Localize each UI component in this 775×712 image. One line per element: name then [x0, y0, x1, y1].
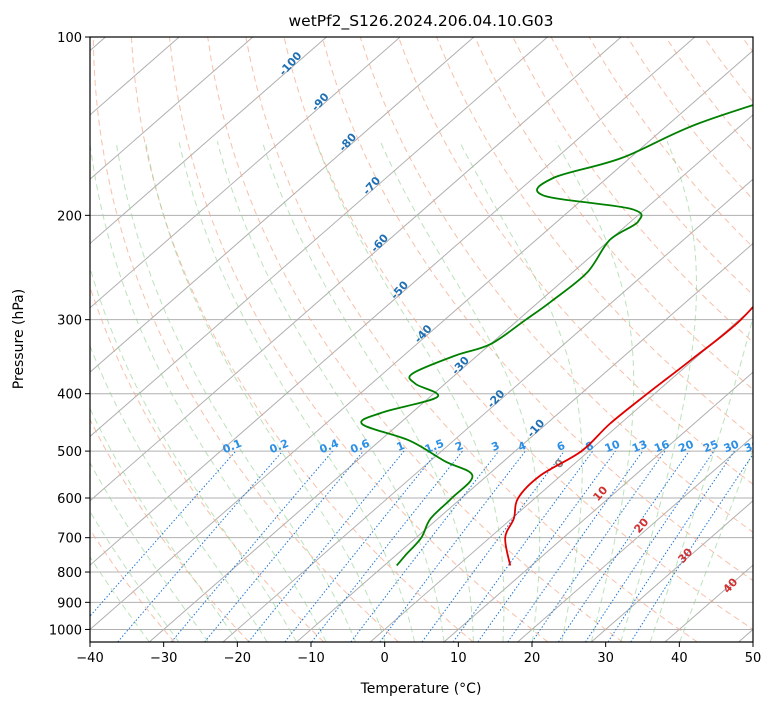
mixing-ratio-label: 0.1	[221, 437, 244, 456]
y-tick-label: 100	[57, 31, 82, 46]
isotherm-grid	[2, 37, 695, 642]
y-axis-label: Pressure (hPa)	[11, 289, 27, 389]
isotherm-grid	[444, 37, 775, 642]
y-axis: 100 200 300 400 500 600 700 800 900 1000	[49, 31, 90, 638]
moist-adiabat	[556, 141, 634, 642]
mixing-ratio-label: 20	[677, 437, 696, 455]
chart-title: wetPf2_S126.2024.206.04.10.G03	[289, 12, 554, 31]
isotherm-grid	[0, 37, 253, 642]
isotherm-grid	[297, 37, 775, 642]
moist-adiabat	[3, 141, 209, 642]
dry-adiabat	[551, 37, 775, 642]
isotherm-grid	[0, 37, 547, 642]
mixing-ratio-label: 0.2	[268, 437, 291, 456]
moist-adiabat	[217, 141, 444, 642]
mixing-ratio-line	[453, 451, 593, 642]
x-tick-label: 30	[597, 651, 614, 666]
isotherm-grid	[370, 37, 775, 642]
moist-adiabat-label: 30	[675, 545, 695, 565]
moist-adiabat-label: 10	[590, 483, 610, 503]
dry-adiabat-label: -20	[485, 387, 508, 411]
moist-adiabat	[380, 141, 539, 642]
x-tick-label: 40	[671, 651, 688, 666]
moist-adiabat	[262, 141, 473, 642]
mixing-ratio-label: 30	[722, 437, 741, 455]
x-tick-label: −10	[297, 651, 324, 666]
isotherm-grid	[739, 37, 775, 642]
x-tick-label: −40	[76, 651, 103, 666]
dry-adiabat	[742, 37, 775, 642]
dewpoint-profile	[361, 37, 775, 566]
moist-adiabat	[146, 141, 386, 642]
dry-adiabat	[704, 37, 775, 642]
mixing-ratio-line	[532, 451, 665, 642]
dry-adiabat	[475, 37, 775, 642]
dry-adiabat	[15, 37, 249, 642]
x-axis: −40 −30 −20 −10 0 10 20 30 40 50	[76, 642, 761, 666]
mixing-ratio-line	[248, 451, 404, 642]
y-tick-label: 200	[57, 209, 82, 224]
mixing-ratio-label: 0.6	[349, 437, 372, 456]
moist-adiabat	[621, 141, 697, 642]
y-tick-label: 800	[57, 566, 82, 581]
mixing-ratio-line	[631, 451, 755, 642]
y-tick-label: 900	[57, 596, 82, 611]
mixing-ratio-line	[586, 451, 714, 642]
moist-adiabat-label: 20	[631, 515, 651, 535]
x-tick-label: 20	[524, 651, 541, 666]
x-tick-label: 0	[381, 651, 389, 666]
moist-adiabat	[650, 141, 774, 642]
dry-adiabat-label: -70	[360, 174, 383, 198]
mixing-ratio-label: 0.4	[318, 437, 341, 456]
isotherm-grid	[0, 37, 474, 642]
y-tick-label: 700	[57, 532, 82, 547]
x-tick-label: −30	[150, 651, 177, 666]
mixing-ratio-label: 36	[743, 437, 762, 455]
y-tick-label: 300	[57, 314, 82, 329]
dry-adiabat-label: -50	[388, 278, 411, 302]
dry-adiabat	[246, 37, 698, 642]
dry-adiabat-label: -100	[276, 49, 304, 78]
dry-adiabat-label: -60	[368, 231, 391, 255]
dry-adiabat-label: -10	[524, 416, 547, 440]
x-tick-label: 10	[450, 651, 467, 666]
y-tick-label: 1000	[49, 623, 82, 638]
moist-adiabat	[66, 141, 297, 642]
dry-adiabat	[437, 37, 775, 642]
mixing-ratio-label: 6	[555, 439, 567, 454]
x-tick-label: −20	[224, 651, 251, 666]
dry-adiabat-label: -80	[336, 130, 359, 154]
isotherm-grid	[0, 37, 400, 642]
moist-adiabat	[179, 141, 415, 642]
mixing-ratio-label: 10	[603, 437, 622, 455]
x-tick-label: 50	[745, 651, 762, 666]
mixing-ratio-line	[171, 451, 332, 642]
mixing-ratio-line	[478, 451, 616, 642]
y-tick-label: 400	[57, 388, 82, 403]
moist-adiabat	[680, 141, 775, 642]
dry-adiabat	[55, 37, 324, 642]
mixing-ratio-label: 3	[490, 439, 502, 454]
mixing-ratio-line	[205, 451, 364, 642]
y-tick-label: 600	[57, 492, 82, 507]
mixing-ratio-label: 13	[630, 438, 649, 456]
mixing-ratio-label: 16	[652, 437, 671, 455]
mixing-ratio-label: 1.5	[423, 437, 446, 456]
isotherm-grid	[518, 37, 775, 642]
dry-adiabat-label: -90	[309, 90, 332, 114]
x-axis-label: Temperature (°C)	[360, 681, 482, 697]
y-tick-label: 500	[57, 445, 82, 460]
mixing-ratio-line	[67, 451, 235, 642]
mixing-ratio-line	[508, 451, 643, 642]
mixing-ratio-label: 2	[453, 439, 465, 454]
mixing-ratio-line	[422, 451, 564, 642]
moist-adiabat	[459, 141, 582, 642]
